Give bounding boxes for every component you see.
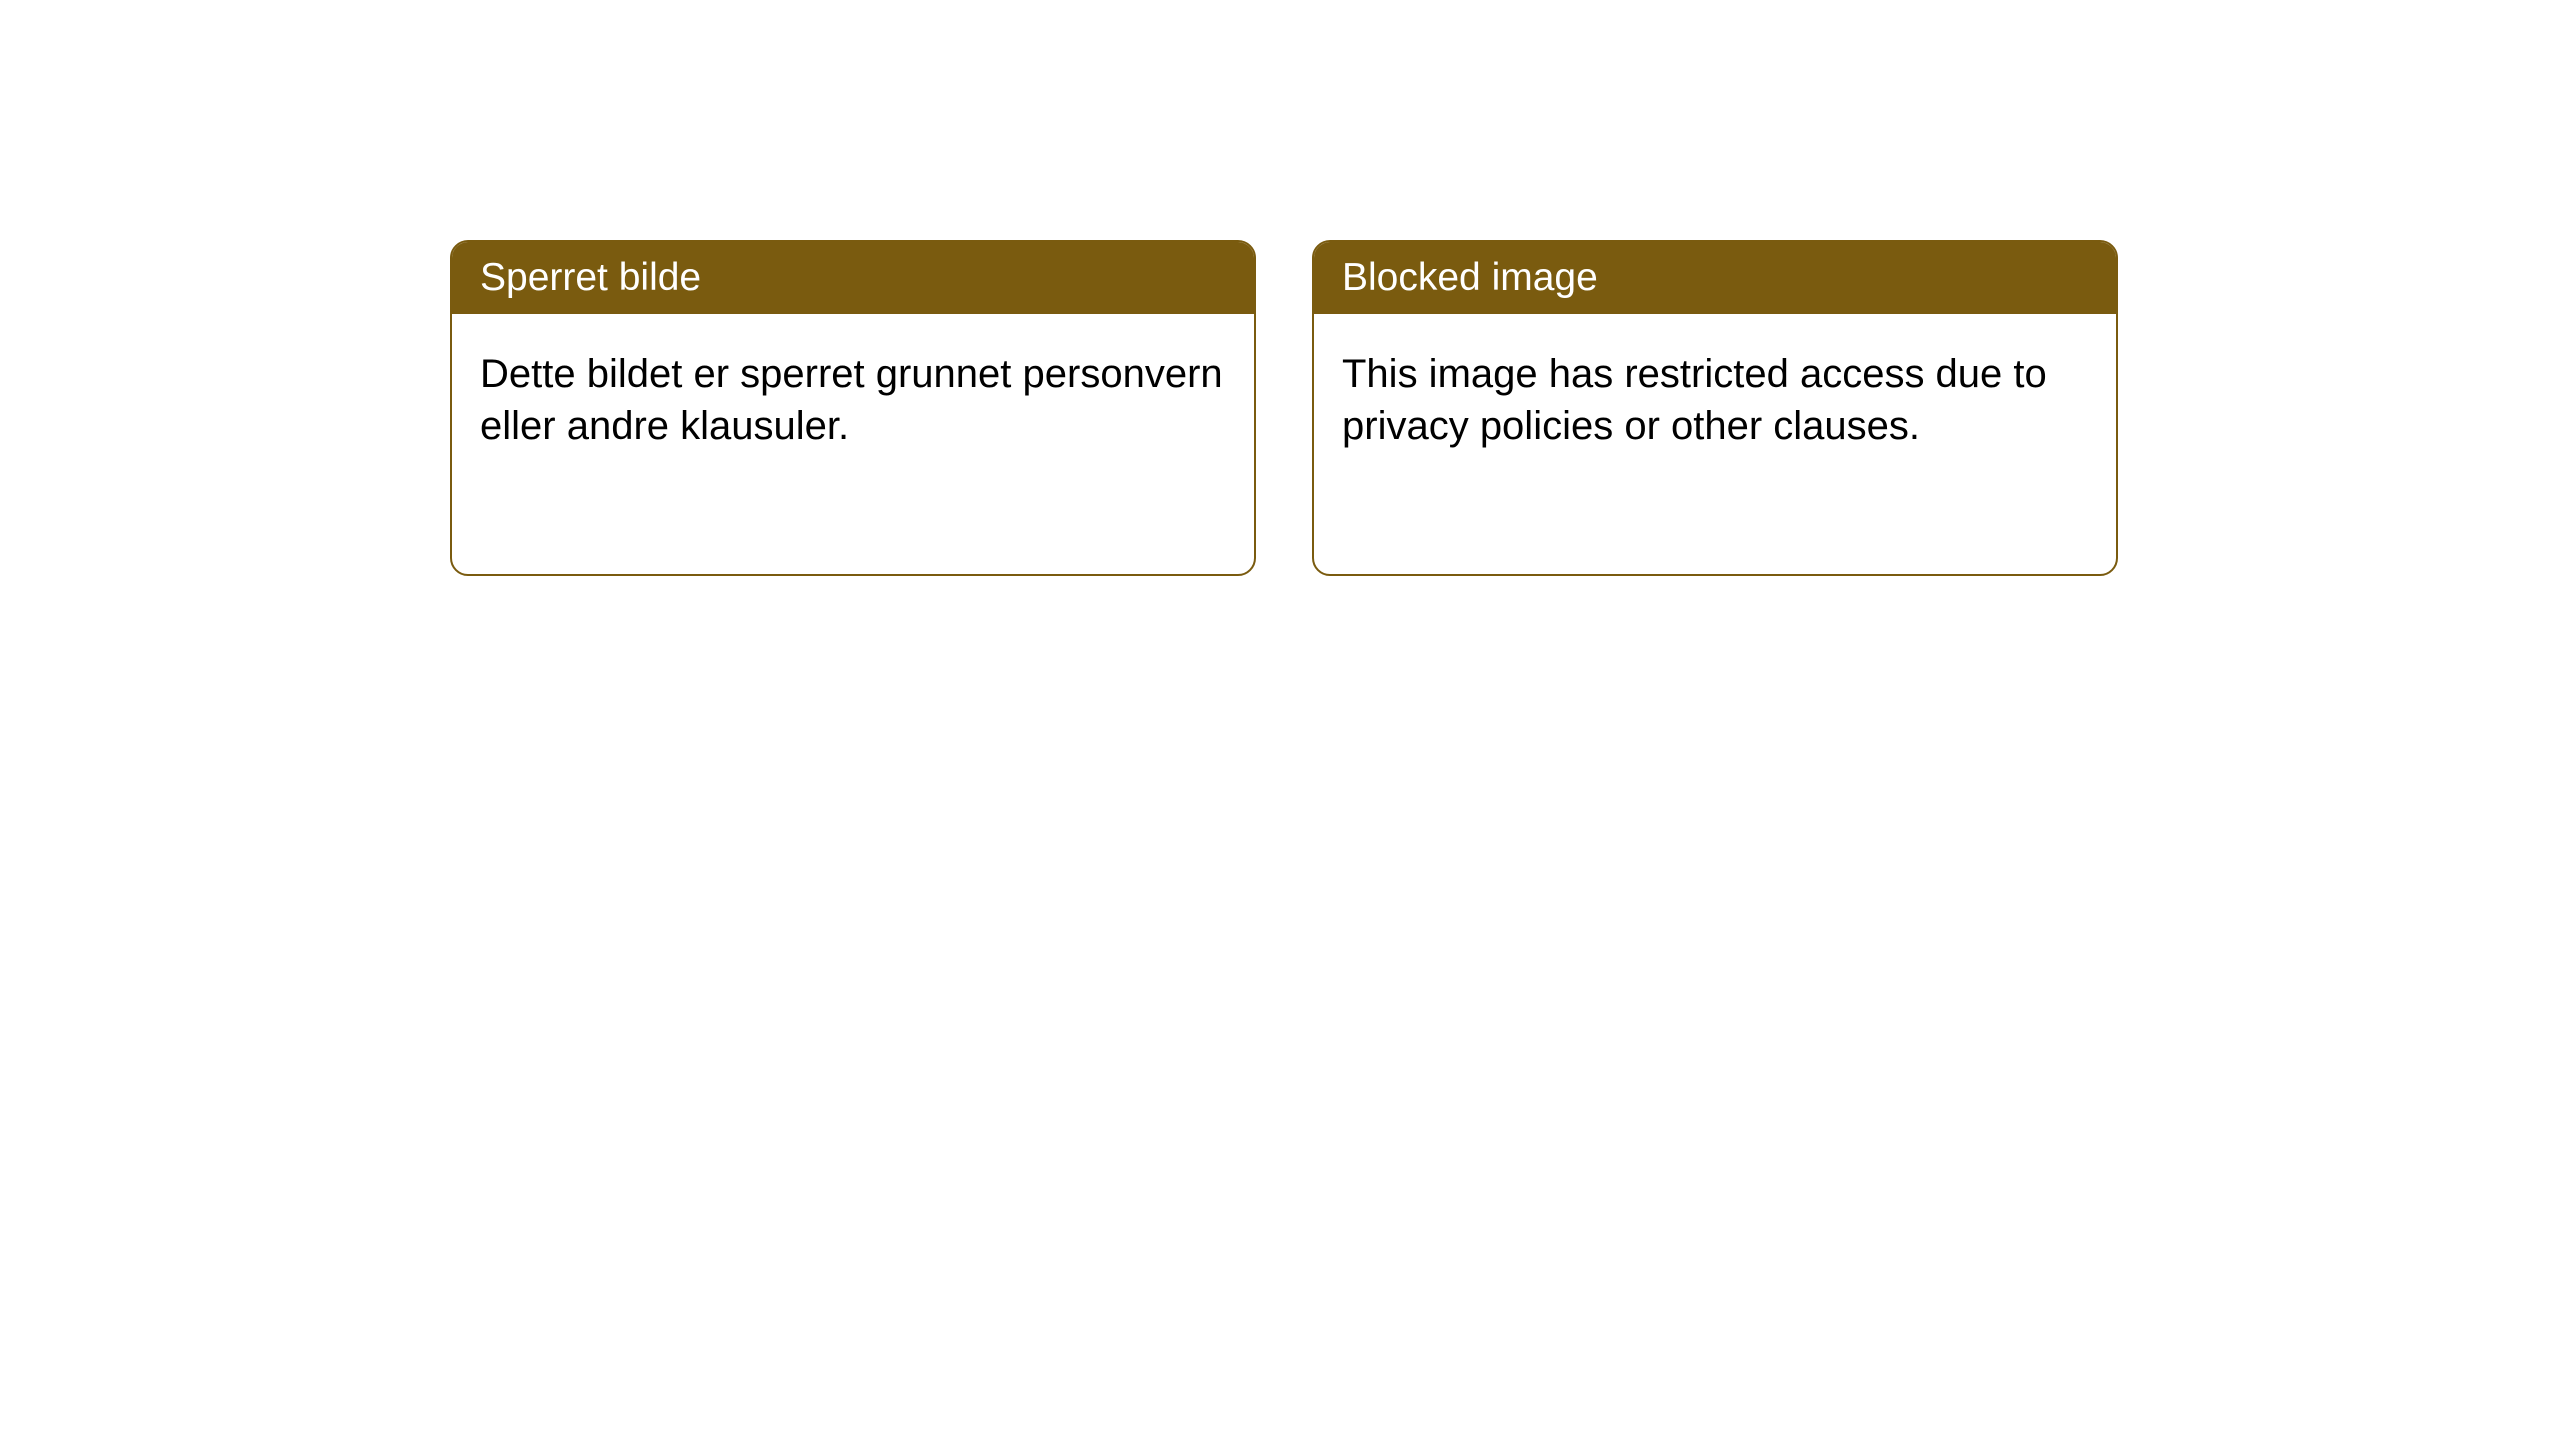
- notice-header: Blocked image: [1314, 242, 2116, 314]
- notice-card-norwegian: Sperret bilde Dette bildet er sperret gr…: [450, 240, 1256, 576]
- notice-container: Sperret bilde Dette bildet er sperret gr…: [450, 240, 2118, 576]
- notice-body: This image has restricted access due to …: [1314, 314, 2116, 574]
- notice-card-english: Blocked image This image has restricted …: [1312, 240, 2118, 576]
- notice-body: Dette bildet er sperret grunnet personve…: [452, 314, 1254, 574]
- notice-header: Sperret bilde: [452, 242, 1254, 314]
